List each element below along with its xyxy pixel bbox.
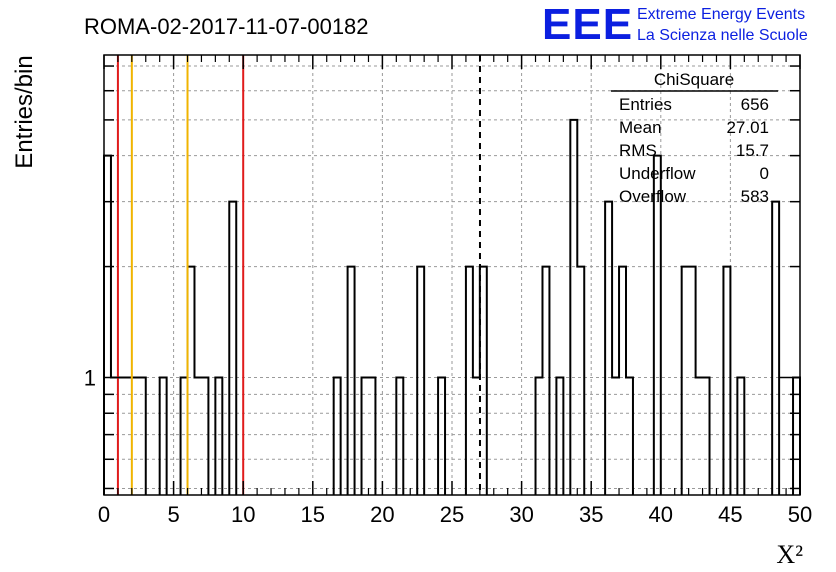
y-ticks: 1 [84,65,800,490]
histogram-bin-40 [793,378,800,495]
x-tick-label-7: 35 [579,502,603,527]
x-tick-label-9: 45 [718,502,742,527]
histogram-bin-25 [556,378,563,495]
histogram-bin-8 [188,267,195,495]
histogram-bin-28 [605,202,612,495]
x-tick-label-1: 5 [167,502,179,527]
histogram-bin-16 [368,378,375,495]
stats-value-underflow: 0 [760,164,769,183]
histogram-bin-36 [703,378,710,495]
histogram-bin-3 [125,378,132,495]
histogram-bin-35 [696,378,703,495]
stats-rows: Entries 656 Mean 27.01 RMS 15.7 Underflow 0 Over… [619,95,769,206]
logo-mark: EEE [542,0,633,49]
histogram-bin-6 [160,378,167,495]
stats-value-mean: 27.01 [726,118,769,137]
histogram-bin-32 [654,156,661,495]
x-tick-label-0: 0 [98,502,110,527]
x-axis-label: X² [776,540,803,569]
x-ticks: 0 5 10 15 20 25 30 35 40 45 50 [98,55,812,527]
histogram-bin-20 [466,267,473,495]
histogram-bin-0 [104,156,111,495]
histogram-bin-34 [689,267,696,495]
x-tick-label-4: 20 [370,502,394,527]
histogram-bin-33 [682,267,689,495]
stats-label-overflow: Overflow [619,187,687,206]
x-tick-label-8: 40 [649,502,673,527]
histogram-bin-26 [570,120,577,495]
histogram-bin-38 [737,378,744,495]
histogram-bin-10 [201,378,208,495]
stats-value-rms: 15.7 [736,141,769,160]
histogram-bin-18 [417,267,424,495]
stats-value-entries: 656 [741,95,769,114]
histogram-bin-17 [396,378,403,495]
histogram-bin-37 [723,267,730,495]
logo-line-1: Extreme Energy Events [637,6,805,23]
histogram-bin-7 [181,378,188,495]
y-tick-label-0: 1 [84,366,96,391]
histogram-bin-2 [118,378,125,495]
histogram-bin-15 [362,378,369,495]
x-tick-label-10: 50 [788,502,812,527]
histogram-bin-9 [194,378,201,495]
stats-label-underflow: Underflow [619,164,696,183]
histogram-bin-24 [542,267,549,495]
eee-logo: EEE Extreme Energy Events La Scienza nel… [542,0,808,49]
y-axis-label: Entries/bin [11,55,38,168]
histogram-bin-30 [619,267,626,495]
x-tick-label-6: 30 [509,502,533,527]
stats-title: ChiSquare [654,70,734,89]
run-title: ROMA-02-2017-11-07-00182 [84,14,369,39]
histogram-bin-4 [132,378,139,495]
histogram-bin-19 [438,378,445,495]
histogram-bin-23 [536,378,543,495]
x-tick-label-3: 15 [301,502,325,527]
x-tick-label-5: 25 [440,502,464,527]
stats-value-overflow: 583 [741,187,769,206]
reference-lines [116,55,481,495]
histogram-bin-29 [612,378,619,495]
histogram-bin-1 [111,378,118,495]
stats-box: ChiSquare Entries 656 Mean 27.01 RMS 15.7 Unde… [611,70,778,206]
histogram-bin-27 [577,267,584,495]
stats-label-mean: Mean [619,118,662,137]
histogram-bin-13 [334,378,341,495]
x-tick-label-2: 10 [231,502,255,527]
logo-line-2: La Scienza nelle Scuole [637,27,808,44]
histogram-bin-14 [348,267,355,495]
histogram-bin-11 [215,378,222,495]
stats-label-entries: Entries [619,95,672,114]
histogram-bin-12 [229,202,236,495]
stats-label-rms: RMS [619,141,657,160]
histogram-bin-39 [772,202,779,495]
histogram-bin-21 [473,378,480,495]
histogram-bin-31 [626,378,633,495]
histogram-bin-5 [139,378,146,495]
